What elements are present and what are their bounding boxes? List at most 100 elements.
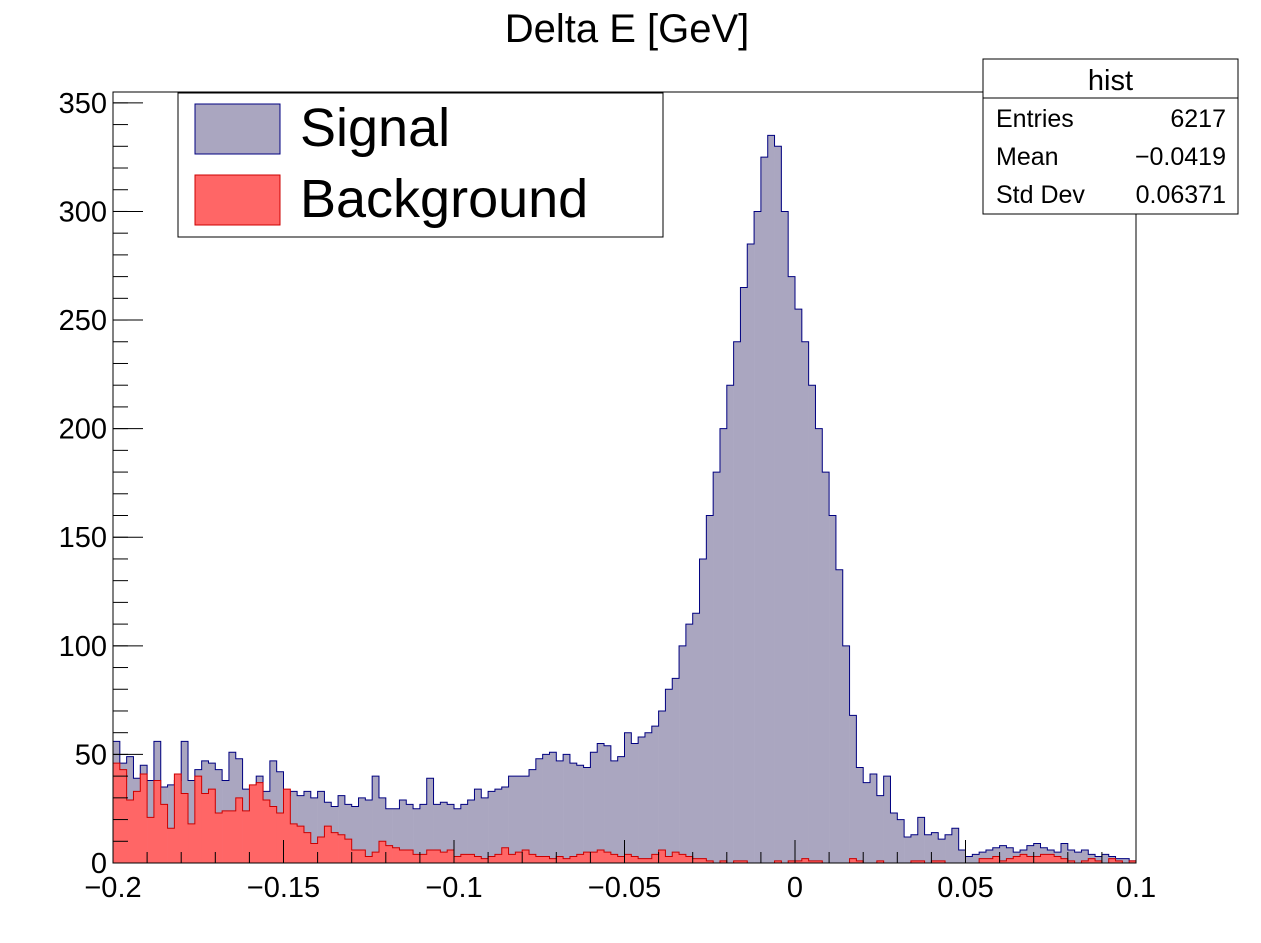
stats-value: −0.0419 <box>1135 143 1226 171</box>
signal-bar <box>951 828 959 863</box>
signal-bar <box>515 776 523 863</box>
background-bar <box>1020 854 1028 863</box>
signal-bar <box>917 817 925 863</box>
background-bar <box>549 858 557 863</box>
stats-title: hist <box>1088 65 1133 97</box>
y-axis: 0 50 100 150 200 250 300 350 <box>59 88 143 880</box>
background-bar <box>617 856 625 863</box>
background-bar <box>583 852 591 863</box>
signal-bar <box>801 341 809 863</box>
signal-bar <box>1006 847 1014 863</box>
background-bar <box>706 860 714 863</box>
y-tick-label: 50 <box>75 739 107 771</box>
signal-bar <box>549 752 557 863</box>
background-bar <box>590 852 598 863</box>
background-bar <box>447 849 455 863</box>
y-tick-label: 250 <box>59 305 107 337</box>
stats-label: Entries <box>996 105 1074 133</box>
signal-bar <box>494 789 503 863</box>
signal-bar <box>815 428 823 863</box>
stats-value: 6217 <box>1170 105 1226 133</box>
signal-bar <box>440 802 448 863</box>
signal-bar <box>419 804 428 863</box>
stats-value: 0.06371 <box>1136 181 1226 209</box>
signal-bar <box>576 765 584 863</box>
x-tick-label: 0.05 <box>937 872 993 904</box>
signal-bar <box>726 385 734 863</box>
signal-bar <box>508 776 516 863</box>
background-bar <box>194 776 202 863</box>
signal-bar <box>747 244 755 863</box>
stats-label: Mean <box>996 143 1059 171</box>
background-bar <box>910 860 919 863</box>
background-bar <box>331 832 339 863</box>
background-bar <box>413 854 421 863</box>
background-bar <box>324 826 332 863</box>
background-bar <box>1047 854 1055 863</box>
signal-bar <box>569 763 578 863</box>
signal-bar <box>310 797 318 863</box>
signal-bar <box>631 743 639 863</box>
signal-bar <box>1074 852 1082 863</box>
x-tick-label: −0.2 <box>84 872 141 904</box>
y-tick-label: 200 <box>59 414 107 446</box>
background-bar <box>876 860 884 863</box>
signal-bar <box>651 726 659 863</box>
background-bar <box>133 791 141 863</box>
signal-bar <box>542 754 550 863</box>
signal-bar <box>344 804 352 863</box>
y-tick-label: 100 <box>59 631 107 663</box>
background-bar <box>1095 860 1103 863</box>
signal-bar <box>931 832 939 863</box>
background-bar <box>263 800 271 863</box>
background-bar <box>140 773 148 863</box>
signal-bar <box>719 428 728 863</box>
stats-box: hist Entries 6217 Mean −0.0419 Std Dev 0.06371 <box>982 58 1239 215</box>
legend-swatch-signal <box>194 103 281 155</box>
background-bar <box>249 784 257 863</box>
signal-bar <box>706 515 714 863</box>
background-bar <box>385 845 393 863</box>
background-bar <box>1026 856 1034 863</box>
background-bar <box>719 860 728 863</box>
background-bar <box>535 856 543 863</box>
background-bar <box>699 858 707 863</box>
signal-bar <box>781 211 789 864</box>
background-bar <box>303 832 312 863</box>
background-bar <box>344 839 352 863</box>
background-bar <box>181 793 189 863</box>
signal-bar <box>945 834 953 863</box>
signal-bar <box>167 784 175 863</box>
background-bar <box>1060 858 1069 863</box>
signal-bar <box>870 773 878 863</box>
signal-bar <box>392 808 400 863</box>
signal-bar <box>679 645 687 863</box>
background-bar <box>931 860 939 863</box>
signal-bar <box>638 737 646 863</box>
background-bar <box>624 854 632 863</box>
signal-bar <box>672 678 680 863</box>
signal-bar <box>1081 849 1089 863</box>
signal-bar <box>406 804 414 863</box>
background-bar <box>351 849 359 863</box>
background-bar <box>358 849 366 863</box>
background-bar <box>276 813 284 863</box>
signal-bar <box>447 804 455 863</box>
signal-bar <box>904 836 912 863</box>
signal-bar <box>924 834 932 863</box>
background-bar <box>733 860 741 863</box>
background-bar <box>1088 858 1096 863</box>
signal-bar <box>842 645 850 863</box>
signal-bar <box>535 758 543 863</box>
background-bar <box>556 856 564 863</box>
background-bar <box>795 860 803 863</box>
background-bar <box>433 849 441 863</box>
signal-bar <box>351 806 359 863</box>
signal-bar <box>822 472 830 863</box>
signal-bar <box>624 732 632 863</box>
signal-bar <box>699 558 707 863</box>
background-bar <box>160 804 168 863</box>
background-bar <box>1129 860 1137 863</box>
signal-bar <box>876 795 884 863</box>
background-bar <box>665 856 673 863</box>
